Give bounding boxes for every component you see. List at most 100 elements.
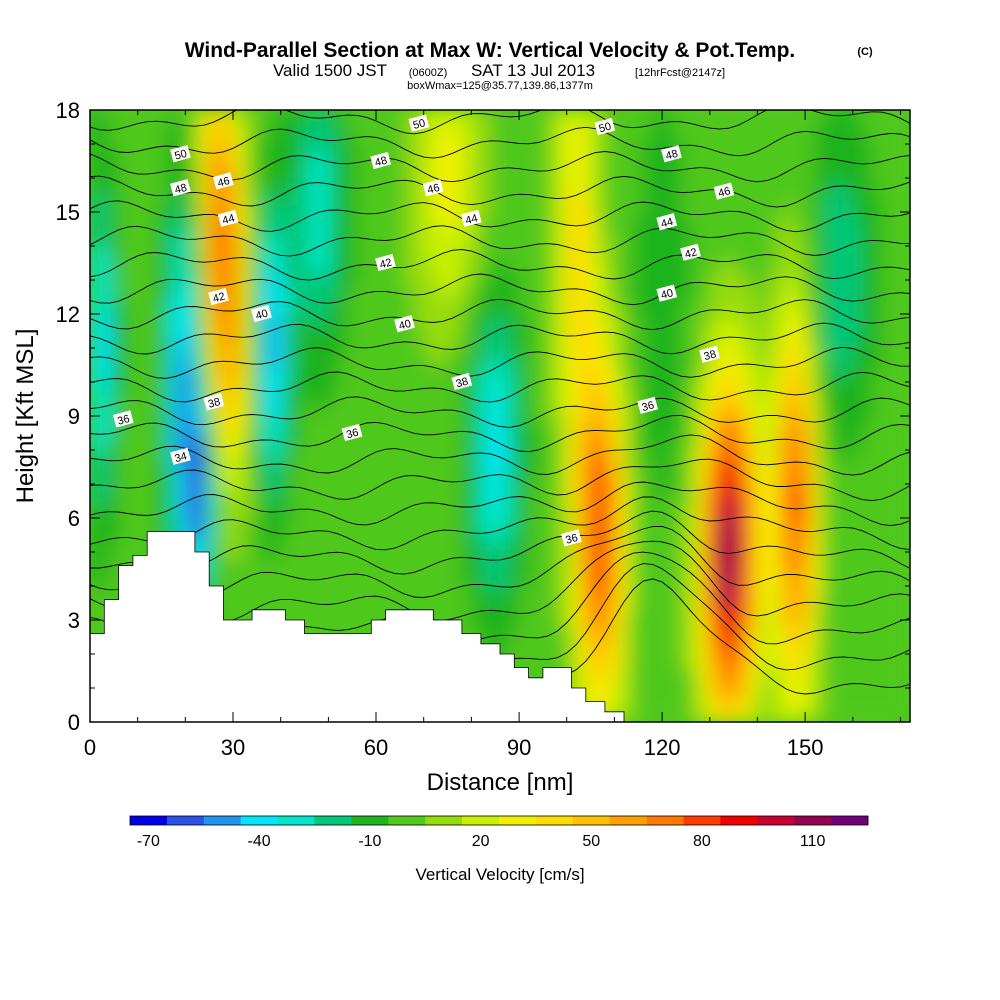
velocity-cell xyxy=(624,164,635,179)
velocity-cell xyxy=(414,599,425,614)
velocity-cell xyxy=(585,395,597,410)
velocity-cell xyxy=(366,586,377,601)
velocity-cell xyxy=(290,395,301,410)
velocity-cell xyxy=(318,504,330,519)
velocity-cell xyxy=(747,504,759,519)
velocity-cell xyxy=(671,191,682,206)
velocity-cell xyxy=(843,667,854,682)
velocity-cell xyxy=(318,572,330,587)
velocity-cell xyxy=(738,667,749,682)
velocity-cell xyxy=(347,150,358,166)
contour-label-text: 48 xyxy=(173,182,188,197)
velocity-cell xyxy=(538,205,549,220)
velocity-cell xyxy=(156,218,167,234)
velocity-cell xyxy=(881,477,892,492)
velocity-cell xyxy=(690,477,701,492)
velocity-cell xyxy=(414,586,425,601)
velocity-cell xyxy=(643,504,654,519)
contour-label: 38 xyxy=(203,393,225,411)
velocity-cell xyxy=(528,545,539,560)
velocity-cell xyxy=(214,477,225,492)
velocity-cell xyxy=(871,409,883,424)
velocity-cell xyxy=(738,450,749,465)
velocity-cell xyxy=(805,354,816,370)
velocity-cell xyxy=(633,110,644,125)
velocity-cell xyxy=(242,558,253,574)
velocity-cell xyxy=(423,477,434,492)
velocity-cell xyxy=(490,273,501,288)
velocity-cell xyxy=(318,545,330,560)
velocity-cell xyxy=(347,232,358,247)
velocity-cell xyxy=(299,314,311,329)
velocity-cell xyxy=(271,137,282,152)
velocity-cell xyxy=(175,164,187,179)
velocity-cell xyxy=(843,599,854,614)
velocity-cell xyxy=(509,613,520,628)
velocity-cell xyxy=(824,450,835,465)
velocity-cell xyxy=(128,123,139,138)
velocity-cell xyxy=(90,232,101,247)
velocity-cell xyxy=(538,450,549,465)
velocity-cell xyxy=(776,422,787,438)
velocity-cell xyxy=(833,436,844,451)
velocity-cell xyxy=(595,490,606,506)
velocity-cell xyxy=(890,613,902,628)
velocity-cell xyxy=(490,558,501,574)
velocity-cell xyxy=(595,191,606,206)
velocity-cell xyxy=(166,150,177,166)
velocity-cell xyxy=(833,708,844,722)
velocity-cell xyxy=(128,354,139,370)
velocity-cell xyxy=(585,586,597,601)
velocity-cell xyxy=(890,300,902,315)
colorbar-tick-label: 20 xyxy=(472,833,490,850)
velocity-cell xyxy=(890,327,902,342)
velocity-cell xyxy=(376,586,387,601)
velocity-cell xyxy=(309,314,320,329)
velocity-cell xyxy=(852,232,864,247)
velocity-cell xyxy=(233,246,244,261)
velocity-cell xyxy=(137,368,148,383)
velocity-cell xyxy=(576,490,587,506)
velocity-cell xyxy=(214,164,225,179)
velocity-cell xyxy=(328,300,339,315)
velocity-cell xyxy=(528,314,539,329)
contour-label-text: 44 xyxy=(660,216,675,231)
velocity-cell xyxy=(242,164,253,179)
velocity-cell xyxy=(719,286,730,302)
velocity-cell xyxy=(595,246,606,261)
colorbar-title: Vertical Velocity [cm/s] xyxy=(415,865,584,884)
velocity-cell xyxy=(385,422,396,438)
velocity-cell xyxy=(404,164,415,179)
velocity-cell xyxy=(728,218,740,234)
velocity-cell xyxy=(709,286,721,302)
velocity-cell xyxy=(881,110,892,125)
velocity-cell xyxy=(194,518,206,533)
velocity-cell xyxy=(852,341,864,356)
velocity-cell xyxy=(166,286,177,302)
velocity-cell xyxy=(309,354,320,370)
velocity-cell xyxy=(376,137,387,152)
velocity-cell xyxy=(614,382,625,397)
velocity-cell xyxy=(376,450,387,465)
velocity-cell xyxy=(471,572,482,587)
velocity-cell xyxy=(337,218,349,234)
velocity-cell xyxy=(242,110,253,125)
velocity-cell xyxy=(814,681,825,696)
velocity-cell xyxy=(900,422,910,438)
velocity-cell xyxy=(719,518,730,533)
velocity-cell xyxy=(814,123,825,138)
velocity-cell xyxy=(795,232,806,247)
velocity-cell xyxy=(681,232,692,247)
velocity-cell xyxy=(309,545,320,560)
velocity-cell xyxy=(576,354,587,370)
velocity-cell xyxy=(881,558,892,574)
velocity-cell xyxy=(662,490,673,506)
velocity-cell xyxy=(633,626,644,642)
velocity-cell xyxy=(480,490,492,506)
velocity-cell xyxy=(309,246,320,261)
velocity-cell xyxy=(652,681,663,696)
velocity-cell xyxy=(528,409,539,424)
velocity-cell xyxy=(671,314,682,329)
velocity-cell xyxy=(185,504,196,519)
velocity-cell xyxy=(890,490,902,506)
